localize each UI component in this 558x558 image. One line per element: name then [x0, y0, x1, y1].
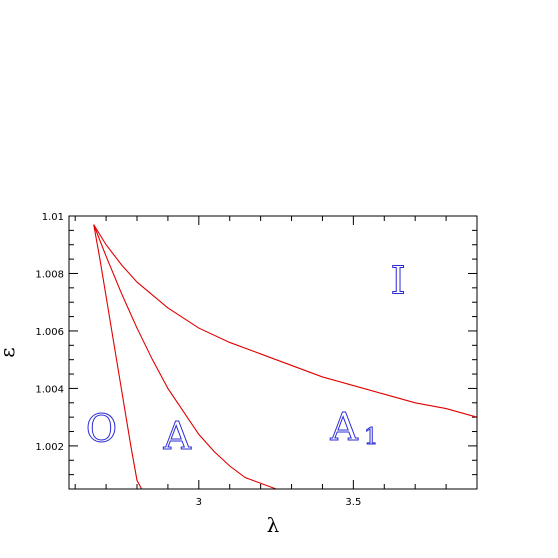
y-tick-label: 1.004	[35, 384, 64, 395]
boundary-curve-2	[93, 224, 286, 490]
region-label: I	[391, 259, 406, 303]
plot-frame	[68, 215, 478, 490]
x-axis-title: λ	[267, 513, 280, 537]
boundary-curve-3	[93, 224, 478, 418]
y-axis-title: ε	[0, 347, 19, 357]
boundary-curve-1	[93, 224, 143, 490]
y-tick-label: 1.002	[35, 442, 64, 453]
region-label: A	[162, 414, 191, 458]
y-tick-label: 1.006	[35, 327, 64, 338]
y-tick-label: 1.008	[35, 269, 64, 280]
region-label-subscript: 1	[364, 424, 379, 450]
curves-layer	[93, 224, 478, 490]
y-tick-label: 1.01	[42, 212, 64, 223]
x-tick-label: 3	[196, 497, 202, 508]
x-tick-label: 3.5	[345, 497, 361, 508]
region-label: A	[329, 405, 358, 449]
region-label: O	[86, 407, 117, 451]
ticks-layer: 3 3.5 1.002 1.004 1.006 1.008 1.01	[35, 212, 478, 508]
region-labels: O A A 1I	[85, 258, 406, 458]
